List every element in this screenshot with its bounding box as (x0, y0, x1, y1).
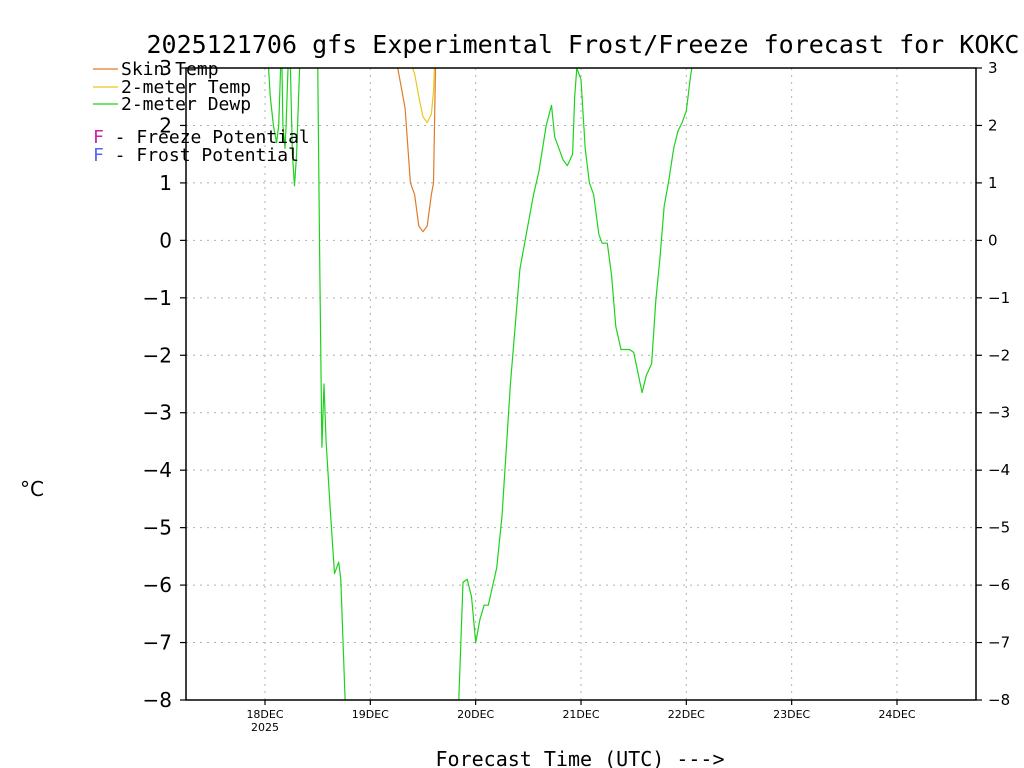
x-tick-label: 21DEC (562, 708, 599, 721)
y-tick-label-right: −4 (988, 461, 1010, 479)
y-tick-label-left: 3 (159, 56, 172, 80)
x-tick-label: 24DEC (878, 708, 915, 721)
x-tick-label: 20DEC (457, 708, 494, 721)
y-tick-label-right: −8 (988, 691, 1010, 709)
x-tick-label: 22DEC (668, 708, 705, 721)
x-tick-label: 18DEC (246, 708, 283, 721)
y-tick-label-left: 0 (159, 228, 172, 252)
y-axis-right: −8 −7 −6 −5 −4 −3 −2 −1 0 1 2 3 (976, 59, 1010, 709)
y-tick-label-left: −6 (143, 573, 172, 597)
y-tick-label-left: −1 (143, 286, 172, 310)
y-tick-label-left: −7 (143, 631, 172, 655)
frost-letter: F (93, 145, 104, 166)
frost-text: - Frost Potential (104, 145, 299, 166)
y-tick-label-left: −3 (143, 401, 172, 425)
y-tick-label-right: 1 (988, 174, 998, 192)
y-tick-label-right: 0 (988, 231, 998, 249)
series-line-2-meter-temp (411, 68, 435, 124)
freeze-letter: F (93, 127, 104, 148)
series-lines (267, 68, 693, 700)
chart-title: 2025121706 gfs Experimental Frost/Freeze… (147, 30, 1020, 59)
legend-label-skin-temp: Skin Temp (121, 59, 219, 80)
y-tick-label-right: −7 (988, 634, 1010, 652)
legend: Skin Temp 2-meter Temp 2-meter Dewp F - … (93, 59, 310, 166)
legend-label-2m-dewp: 2-meter Dewp (121, 94, 251, 115)
series-line-2-meter-dewp (267, 68, 693, 700)
y-tick-label-right: −3 (988, 404, 1010, 422)
y-tick-label-left: 2 (159, 113, 172, 137)
y-axis-left: −8 −7 −6 −5 −4 −3 −2 −1 0 1 2 3 (143, 56, 186, 712)
y-tick-label-left: −2 (143, 343, 172, 367)
y-tick-label-right: −5 (988, 519, 1010, 537)
annotation-freeze-potential: F - Freeze Potential (93, 127, 310, 148)
y-tick-label-left: 1 (159, 171, 172, 195)
annotation-frost-potential: F - Frost Potential (93, 145, 299, 166)
x-tick-label: 19DEC (352, 708, 389, 721)
x-axis: 18DEC 19DEC 20DEC 21DEC 22DEC 23DEC 24DEC 2025 (246, 700, 916, 734)
y-tick-label-left: −5 (143, 516, 172, 540)
series-line-skin-temp (397, 68, 437, 233)
x-year-label: 2025 (251, 721, 279, 734)
y-tick-label-left: −4 (143, 458, 172, 482)
y-tick-label-right: −2 (988, 346, 1010, 364)
y-tick-label-right: 2 (988, 116, 998, 134)
freeze-text: - Freeze Potential (104, 127, 310, 148)
y-tick-label-left: −8 (143, 688, 172, 712)
y-tick-label-right: 3 (988, 59, 998, 77)
legend-label-2m-temp: 2-meter Temp (121, 77, 251, 98)
y-tick-label-right: −6 (988, 576, 1010, 594)
grid-lines (186, 68, 976, 700)
x-tick-label: 23DEC (773, 708, 810, 721)
x-axis-title: Forecast Time (UTC) ---> (436, 747, 725, 768)
y-tick-label-right: −1 (988, 289, 1010, 307)
y-axis-unit-label: °C (20, 477, 44, 501)
